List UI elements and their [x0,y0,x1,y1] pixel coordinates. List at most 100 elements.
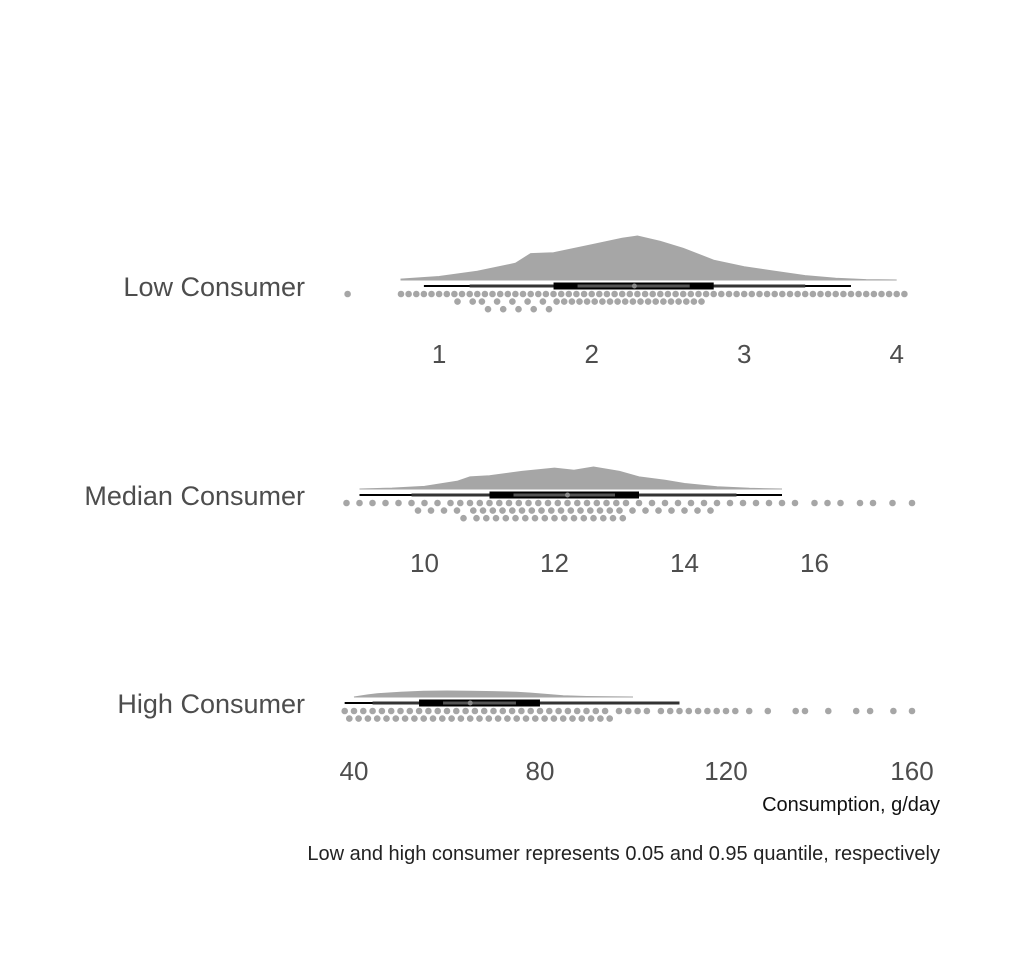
data-point [557,507,565,514]
data-point [512,290,519,298]
data-point [732,707,739,715]
tick-label: 160 [890,756,933,786]
data-point [493,298,501,305]
data-point [569,715,576,722]
data-point [801,290,809,298]
data-point [531,514,539,522]
data-point [457,715,465,722]
data-point [687,499,695,507]
data-point [641,290,649,298]
data-point [486,499,493,507]
data-point [869,499,877,507]
data-point [485,715,493,722]
data-point [499,305,507,313]
data-point [496,290,504,298]
data-point [603,290,611,298]
data-point [528,507,536,514]
data-point [657,707,665,715]
data-point [553,298,560,305]
panel-1: Median Consumer 10 12 14 16 [84,466,916,578]
data-point [545,305,553,313]
data-point [395,499,402,507]
data-point [484,305,492,313]
data-point [596,507,604,514]
data-point [420,715,428,722]
data-point [515,305,522,313]
data-point [356,499,363,507]
data-point [683,298,690,305]
row-label: Low Consumer [123,272,305,302]
data-point [499,507,506,514]
data-point [429,715,437,722]
data-point [406,707,414,715]
data-point [615,707,623,715]
data-point [588,290,595,298]
data-point [360,707,367,715]
data-point [661,499,669,507]
data-point [634,707,641,715]
data-point [546,707,553,715]
data-point [878,290,885,298]
data-point [369,499,376,507]
data-point [578,715,586,722]
data-point [593,499,601,507]
data-point [427,507,435,514]
data-point [378,707,386,715]
data-point [576,298,583,305]
data-point [694,707,702,715]
data-point [908,707,916,715]
data-point [666,707,674,715]
density-cloud [359,466,783,490]
data-point [893,290,900,298]
data-point [496,499,503,507]
data-point [413,290,420,298]
tick-label: 80 [526,756,555,786]
data-point [411,715,418,722]
data-point [592,707,600,715]
data-point [481,290,489,298]
median-point [631,283,637,289]
data-point [364,715,372,722]
data-point [752,499,760,507]
data-point [474,290,481,298]
data-point [554,499,562,507]
data-point [733,290,740,298]
data-point [657,290,664,298]
data-point [567,507,575,514]
data-point [635,499,643,507]
data-point [532,715,539,722]
data-point [515,499,523,507]
data-point [583,298,591,305]
data-point [606,507,614,514]
data-point [355,715,362,722]
chart-caption: Low and high consumer represents 0.05 an… [307,843,940,865]
data-point [504,715,511,722]
data-point [634,290,641,298]
data-point [473,514,480,522]
data-point [856,499,864,507]
data-point [405,290,412,298]
data-point [434,707,442,715]
data-point [539,298,547,305]
data-point [492,514,500,522]
data-point [779,290,786,298]
data-point [725,290,733,298]
data-point [421,499,428,507]
tick-label: 120 [704,756,747,786]
data-point [889,499,896,507]
data-point [618,290,626,298]
data-point [466,499,474,507]
data-point [629,298,637,305]
data-point [590,514,597,522]
data-point [550,715,558,722]
data-point [439,715,446,722]
data-point [564,707,572,715]
data-point [443,707,451,715]
data-point [642,507,649,514]
data-point [591,298,598,305]
data-point [512,514,519,522]
data-point [344,290,351,298]
data-point [675,298,682,305]
